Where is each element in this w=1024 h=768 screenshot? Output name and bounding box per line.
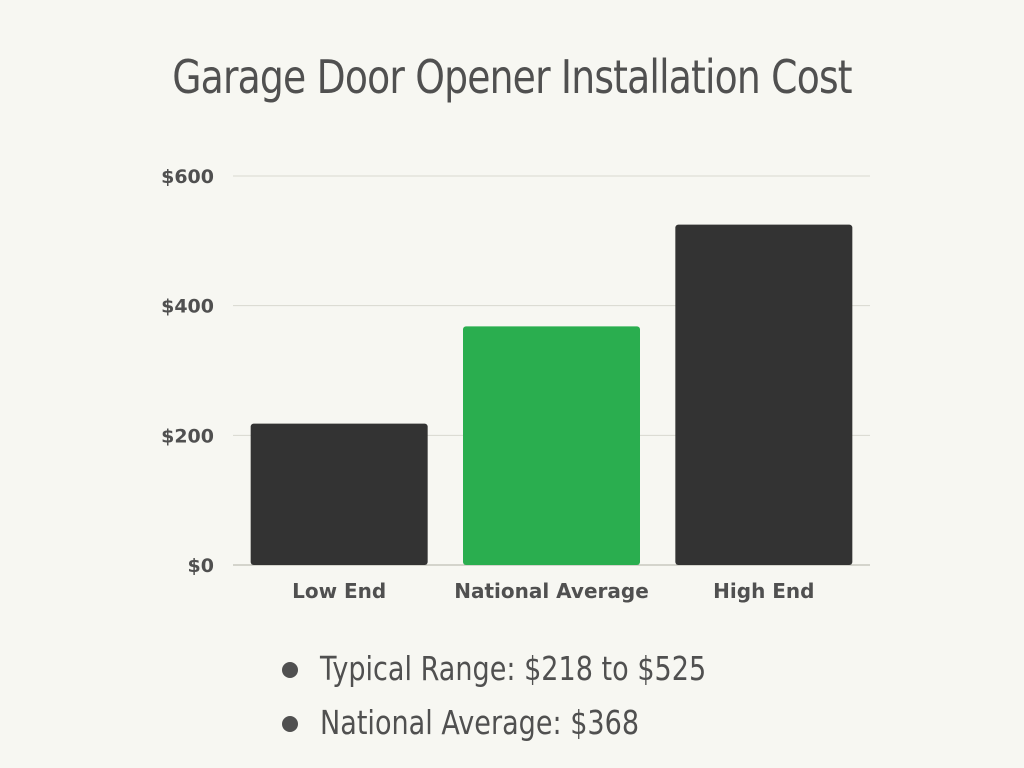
x-tick-label: National Average (454, 579, 649, 603)
bullet-icon (282, 662, 298, 678)
summary-text-average: National Average: $368 (320, 703, 640, 742)
bar-chart: $0 $200 $400 $600 Low End National Average Hig… (161, 166, 870, 603)
chart-title: Garage Door Opener Installation Cost (172, 50, 852, 104)
y-tick-label: $400 (161, 296, 214, 318)
bar (250, 423, 428, 565)
y-tick-label: $600 (161, 166, 214, 188)
x-tick-label: Low End (292, 579, 386, 603)
bullet-icon (282, 716, 298, 732)
y-tick-label: $200 (161, 425, 214, 447)
y-tick-label: $0 (188, 555, 214, 577)
summary-text-range: Typical Range: $218 to $525 (320, 649, 707, 688)
bar (463, 326, 640, 565)
x-tick-label: High End (713, 579, 814, 603)
bar (675, 224, 853, 565)
